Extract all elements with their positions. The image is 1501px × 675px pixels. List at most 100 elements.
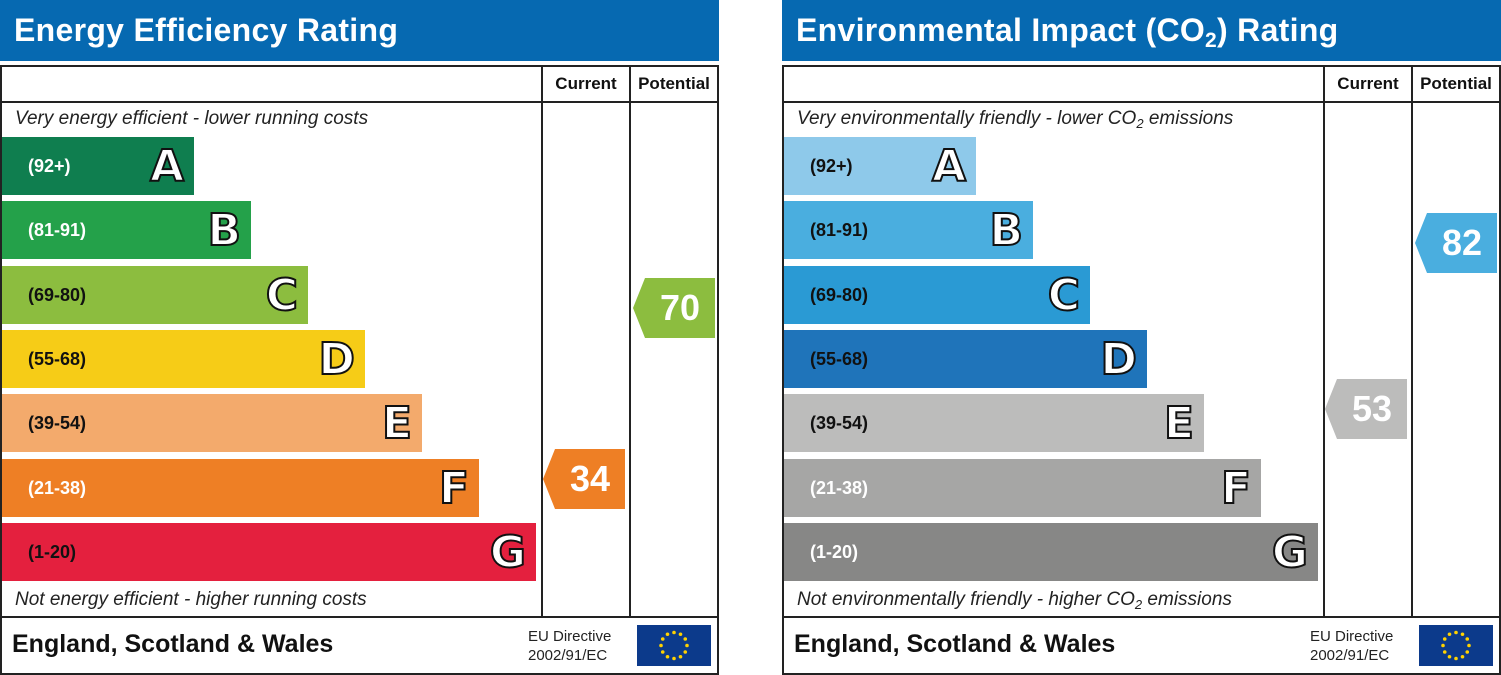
panel-title: Energy Efficiency Rating — [0, 0, 719, 61]
band-b: (81-91) B — [2, 201, 251, 260]
eu-star-icon — [683, 650, 688, 654]
band-c: (69-80) C — [2, 265, 308, 324]
potential-rating-marker: 82 — [1415, 213, 1497, 274]
eu-directive-line1: EU Directive — [528, 628, 612, 645]
eu-directive-line1: EU Directive — [1310, 628, 1394, 645]
potential-column-header: Potential — [1420, 74, 1492, 93]
eu-flag-icon — [637, 625, 711, 666]
band-range-label: (92+) — [810, 156, 853, 176]
divider — [1411, 65, 1413, 618]
band-range-label: (39-54) — [28, 413, 87, 434]
band-range-label: (92+) — [28, 156, 71, 176]
band-range-label: (81-91) — [28, 220, 87, 241]
eu-star-icon — [685, 643, 689, 648]
band-range-label: (21-38) — [28, 477, 87, 498]
band-range-label: (21-38) — [810, 477, 869, 498]
bottom-note-text: Not environmentally friendly - higher CO — [797, 589, 1135, 610]
band-b: (81-91) B — [784, 201, 1033, 260]
band-g: (1-20) G — [784, 522, 1318, 581]
bottom-note-subscript: 2 — [1134, 597, 1143, 612]
current-rating-marker: 53 — [1325, 379, 1407, 440]
bottom-note: Not environmentally friendly - higher CO… — [797, 589, 1232, 611]
current-marker-value: 53 — [1351, 388, 1393, 430]
current-marker-shape — [543, 448, 625, 509]
band-range-label: (1-20) — [810, 541, 859, 562]
top-note-suffix: emissions — [1143, 108, 1234, 129]
eu-star-icon — [672, 656, 676, 661]
band-f: (21-38) F — [2, 458, 479, 517]
panel-title-subscript: 2 — [1205, 29, 1218, 52]
eu-star-icon — [683, 637, 688, 641]
band-letter: C — [265, 269, 299, 322]
band-c: (69-80) C — [784, 265, 1090, 324]
top-note-text: Very environmentally friendly - lower CO — [797, 108, 1137, 129]
current-marker-arrow — [1325, 379, 1407, 440]
potential-column-header: Potential — [638, 74, 710, 93]
divider — [1323, 65, 1325, 618]
eu-star-icon — [659, 643, 663, 648]
top-note: Very energy efficient - lower running co… — [15, 108, 369, 129]
band-letter: G — [1271, 526, 1309, 579]
eu-directive-line2: 2002/91/EC — [1310, 647, 1390, 664]
current-rating-marker: 34 — [543, 448, 625, 509]
eu-star-icon — [660, 637, 665, 641]
band-letter: A — [149, 140, 185, 193]
potential-marker-value: 70 — [659, 286, 701, 328]
eu-star-icon — [1465, 637, 1470, 641]
panel-title-text: Environmental Impact (CO — [796, 12, 1206, 48]
eu-star-icon — [1454, 656, 1458, 661]
band-e: (39-54) E — [784, 394, 1204, 453]
eu-star-icon — [660, 650, 665, 654]
eu-stars-icon — [1441, 630, 1471, 661]
divider — [782, 616, 1501, 618]
band-a: (92+) A — [2, 137, 194, 195]
bottom-note-suffix: emissions — [1142, 589, 1232, 610]
band-letter: F — [438, 462, 470, 515]
eu-flag-icon — [1419, 625, 1493, 666]
eu-star-icon — [1465, 650, 1470, 654]
band-letter: A — [931, 140, 967, 193]
panel-title-text: Energy Efficiency Rating — [14, 12, 399, 48]
potential-rating-marker: 70 — [633, 277, 715, 338]
band-range-label: (1-20) — [28, 541, 77, 562]
potential-marker-value: 82 — [1441, 222, 1483, 264]
energy-efficiency-panel: Energy Efficiency Rating Current Potenti… — [0, 0, 719, 675]
top-note: Very environmentally friendly - lower CO… — [797, 108, 1233, 130]
band-e: (39-54) E — [2, 394, 422, 453]
eu-star-icon — [1442, 650, 1447, 654]
eu-star-icon — [1442, 637, 1447, 641]
band-letter: C — [1047, 269, 1081, 322]
eu-star-icon — [1447, 632, 1452, 637]
band-range-label: (69-80) — [810, 284, 869, 305]
band-g: (1-20) G — [2, 522, 536, 581]
band-letter: E — [381, 397, 413, 450]
eu-directive-text: EU Directive 2002/91/EC — [1310, 627, 1393, 665]
current-marker-arrow — [543, 448, 625, 509]
divider — [0, 616, 719, 618]
band-d: (55-68) D — [784, 329, 1147, 388]
rating-frame — [782, 65, 1501, 675]
divider — [629, 65, 631, 618]
potential-marker-arrow — [633, 277, 715, 338]
eu-star-icon — [678, 654, 683, 659]
band-a: (92+) A — [784, 137, 976, 195]
band-letter: F — [1220, 462, 1252, 515]
current-column-header: Current — [1337, 74, 1399, 93]
eu-star-icon — [665, 654, 670, 659]
potential-marker-shape — [1415, 213, 1497, 274]
eu-star-icon — [678, 632, 683, 637]
footer-region: England, Scotland & Wales — [794, 630, 1116, 658]
eu-star-icon — [1467, 643, 1471, 648]
band-letter: E — [1163, 397, 1195, 450]
band-d: (55-68) D — [2, 329, 365, 388]
current-marker-value: 34 — [569, 457, 611, 499]
eu-star-icon — [665, 632, 670, 637]
bottom-note: Not energy efficient - higher running co… — [15, 589, 367, 610]
band-range-label: (69-80) — [28, 284, 87, 305]
divider — [0, 101, 719, 103]
divider — [541, 65, 543, 618]
band-letter: B — [206, 204, 242, 257]
eu-star-icon — [1460, 654, 1465, 659]
band-letter: D — [317, 333, 356, 386]
eu-directive-text: EU Directive 2002/91/EC — [528, 627, 611, 665]
